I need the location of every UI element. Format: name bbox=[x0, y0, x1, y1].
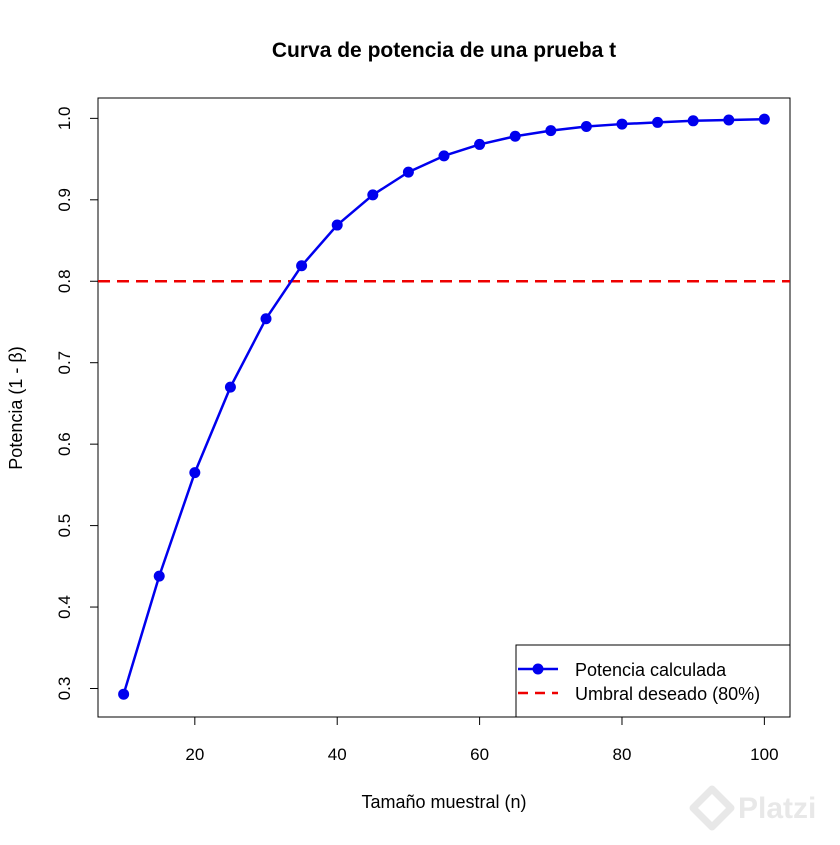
y-tick-label: 0.4 bbox=[55, 595, 74, 619]
data-point bbox=[545, 125, 557, 137]
y-tick-label: 1.0 bbox=[55, 107, 74, 131]
y-tick-label: 0.3 bbox=[55, 677, 74, 701]
y-axis: 0.3 0.4 0.5 0.6 0.7 0.8 0.9 1.0 bbox=[55, 107, 99, 701]
legend-item-potencia: Potencia calculada bbox=[575, 660, 727, 680]
y-axis-label: Potencia (1 - β) bbox=[6, 346, 26, 469]
data-point bbox=[367, 189, 379, 201]
data-point bbox=[153, 570, 165, 582]
legend-item-umbral: Umbral deseado (80%) bbox=[575, 684, 760, 704]
data-point bbox=[224, 381, 236, 393]
data-point bbox=[438, 150, 450, 162]
data-point bbox=[758, 113, 770, 125]
platzi-logo-icon bbox=[689, 785, 735, 831]
data-point bbox=[616, 118, 628, 130]
chart-title: Curva de potencia de una prueba t bbox=[272, 39, 616, 62]
data-point bbox=[474, 138, 486, 150]
y-tick-label: 0.5 bbox=[55, 514, 74, 538]
data-point bbox=[509, 130, 521, 142]
watermark-text: Platzi bbox=[738, 792, 816, 825]
y-tick-label: 0.7 bbox=[55, 351, 74, 375]
legend-box bbox=[515, 644, 791, 718]
x-tick-label: 40 bbox=[328, 745, 347, 764]
legend: Potencia calculada Umbral deseado (80%) bbox=[515, 644, 791, 718]
data-point bbox=[652, 116, 664, 128]
x-tick-label: 20 bbox=[185, 745, 204, 764]
platzi-watermark: Platzi bbox=[689, 785, 816, 831]
x-tick-label: 80 bbox=[613, 745, 632, 764]
x-tick-label: 100 bbox=[750, 745, 778, 764]
y-tick-label: 0.9 bbox=[55, 188, 74, 212]
data-point bbox=[687, 115, 699, 127]
data-series bbox=[118, 113, 770, 700]
data-point bbox=[189, 467, 201, 479]
data-point bbox=[723, 114, 735, 126]
y-tick-label: 0.6 bbox=[55, 432, 74, 456]
data-point bbox=[260, 313, 272, 325]
x-axis-label: Tamaño muestral (n) bbox=[361, 792, 526, 812]
legend-series-marker bbox=[532, 663, 544, 675]
data-point bbox=[402, 166, 414, 178]
data-point bbox=[580, 121, 592, 133]
data-point bbox=[296, 260, 308, 272]
y-tick-label: 0.8 bbox=[55, 269, 74, 293]
data-point bbox=[118, 688, 130, 700]
data-point bbox=[331, 219, 343, 231]
x-tick-label: 60 bbox=[470, 745, 489, 764]
